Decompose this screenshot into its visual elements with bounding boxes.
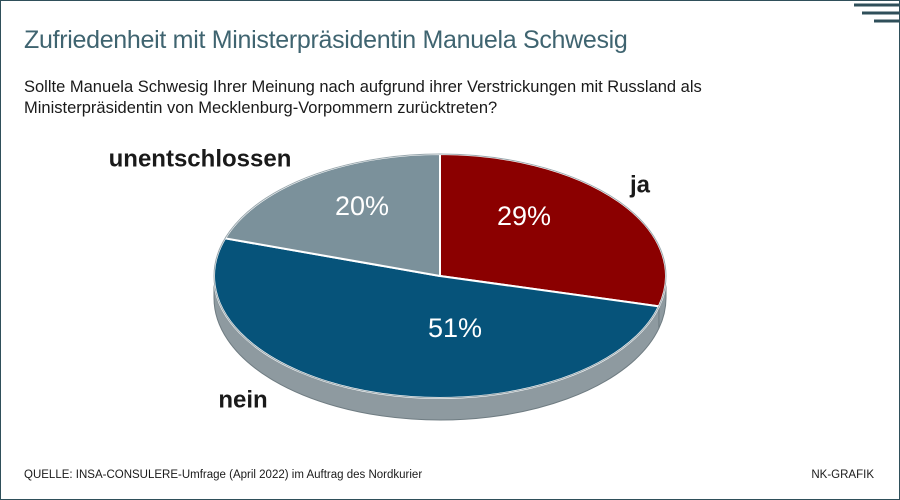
category-label-nein: nein (218, 386, 267, 413)
value-label-unentschlossen: 20% (335, 191, 389, 221)
value-label-ja: 29% (497, 201, 551, 231)
category-label-unentschlossen: unentschlossen (109, 145, 292, 172)
source-note: QUELLE: INSA-CONSULERE-Umfrage (April 20… (24, 469, 423, 481)
category-label-ja: ja (629, 171, 651, 198)
value-label-nein: 51% (428, 313, 482, 343)
corner-decoration (854, 3, 900, 23)
survey-question: Sollte Manuela Schwesig Ihrer Meinung na… (24, 78, 702, 117)
graphic-credit: NK-GRAFIK (811, 469, 874, 481)
pie-rim (213, 153, 667, 399)
chart-title: Zufriedenheit mit Ministerpräsidentin Ma… (24, 26, 628, 54)
